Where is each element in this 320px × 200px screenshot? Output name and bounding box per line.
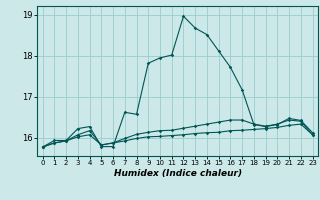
X-axis label: Humidex (Indice chaleur): Humidex (Indice chaleur): [114, 169, 242, 178]
